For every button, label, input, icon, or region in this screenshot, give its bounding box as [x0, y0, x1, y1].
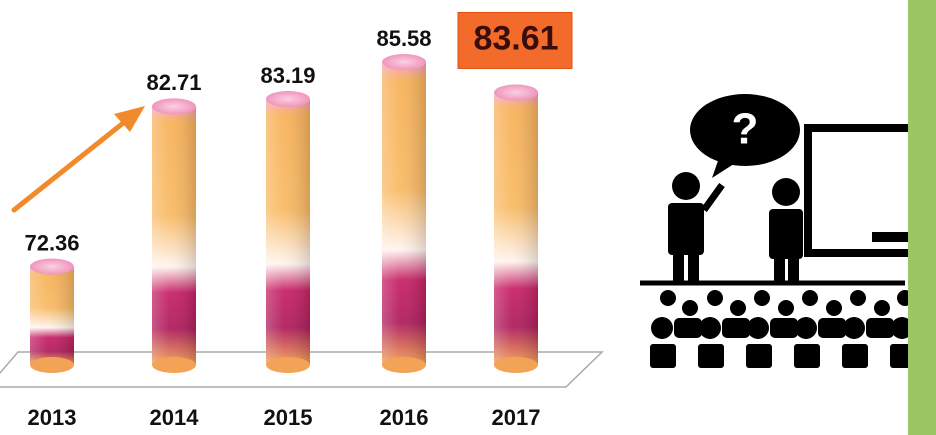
bar-cap	[494, 84, 538, 101]
bubble-text: ?	[732, 105, 759, 154]
bar-base	[30, 357, 74, 373]
x-tick-label: 2016	[380, 405, 429, 430]
x-tick-label: 2017	[492, 405, 541, 430]
value-label: 82.71	[146, 70, 201, 95]
bar-cap	[382, 53, 426, 70]
value-label: 83.61	[473, 19, 558, 57]
bar-shade	[382, 61, 426, 365]
side-bar	[908, 0, 936, 435]
bar-shade	[266, 98, 310, 365]
bar-base	[152, 357, 196, 373]
bar-cap	[266, 90, 310, 107]
value-label: 83.19	[260, 63, 315, 88]
bars: 72.36 2013 82.71 2014 83.19 2015 85.58 2016 83.6…	[24, 11, 573, 430]
value-label: 85.58	[376, 26, 431, 51]
bar-cap	[30, 258, 74, 275]
x-tick-label: 2015	[264, 405, 313, 430]
classroom-icon: ?	[640, 94, 926, 368]
bar-shade	[494, 92, 538, 365]
bar-base	[494, 357, 538, 373]
arrow	[11, 106, 145, 213]
bar-shade	[30, 266, 74, 365]
bar-shade	[152, 106, 196, 366]
bar-cap	[152, 98, 196, 115]
bar-base	[266, 357, 310, 373]
value-label: 72.36	[24, 230, 79, 255]
x-tick-label: 2013	[28, 405, 77, 430]
x-tick-label: 2014	[150, 405, 200, 430]
highlight-box	[457, 11, 573, 69]
bar-base	[382, 357, 426, 373]
